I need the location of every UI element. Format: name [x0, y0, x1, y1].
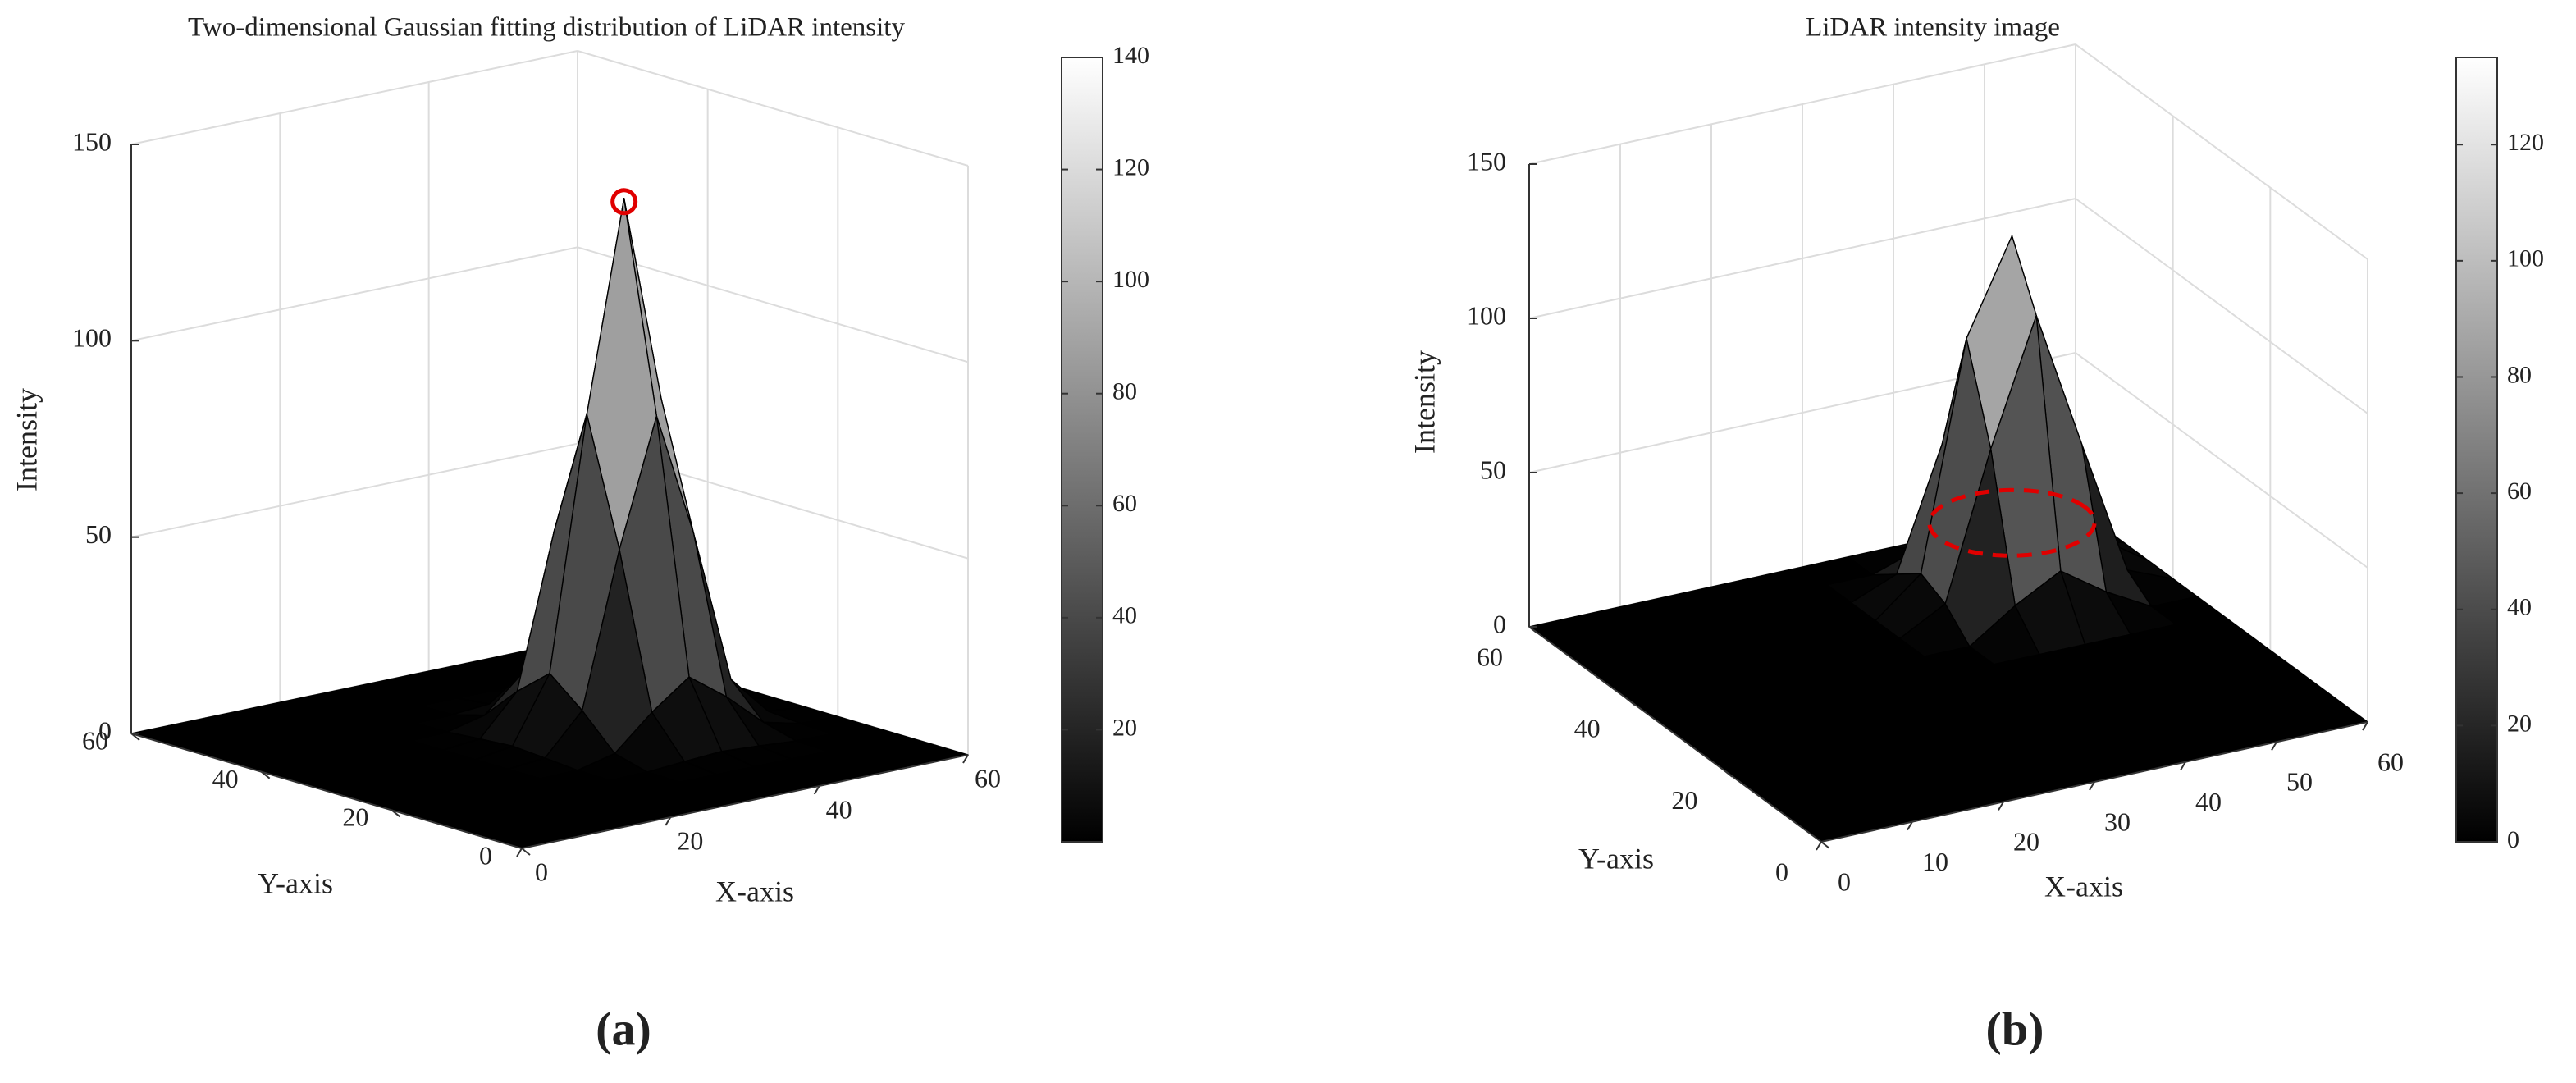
panel-label: (a)	[596, 1002, 651, 1055]
colorbar-tick-label: 120	[1112, 153, 1149, 180]
y-tick-label: 20	[1671, 785, 1697, 815]
grid-line	[2075, 352, 2368, 569]
colorbar-tick-label: 140	[1112, 42, 1149, 69]
x-axis-line	[521, 754, 969, 849]
z-tick-label: 150	[72, 126, 112, 156]
x-tick	[516, 848, 523, 857]
y-axis-line	[130, 733, 523, 849]
colorbar-tick-label: 0	[2507, 826, 2519, 853]
z-tick-label: 50	[1480, 455, 1506, 484]
peak-marker	[610, 188, 638, 216]
grid-line	[2075, 43, 2368, 260]
x-tick	[2271, 741, 2277, 751]
z-tick-label: 0	[1493, 609, 1506, 638]
chart-title: LiDAR intensity image	[1806, 13, 2060, 43]
colorbar-tick-label: 20	[2507, 710, 2532, 737]
x-tick-label: 10	[1922, 847, 1948, 876]
grid-line	[1528, 198, 2076, 319]
colorbar-tick-label: 120	[2507, 129, 2544, 156]
z-axis-label: Intensity	[10, 388, 43, 491]
x-tick	[2089, 781, 2095, 791]
x-tick	[1998, 801, 2004, 811]
z-tick-label: 50	[85, 519, 112, 549]
z-tick-label: 0	[98, 715, 112, 745]
x-tick	[813, 785, 820, 795]
x-tick-label: 20	[677, 825, 703, 855]
x-tick	[2180, 761, 2186, 771]
grid-line	[2075, 198, 2368, 414]
x-tick-label: 0	[535, 857, 548, 886]
y-tick-label: 0	[479, 840, 492, 870]
x-tick-label: 20	[2013, 827, 2039, 857]
x-tick	[1907, 821, 1913, 831]
x-axis-label: X-axis	[715, 875, 794, 907]
y-tick	[261, 770, 271, 779]
x-tick-label: 60	[975, 763, 1001, 793]
x-tick-label: 60	[2377, 747, 2404, 776]
x-tick	[2362, 721, 2368, 731]
x-tick-label: 0	[1838, 866, 1851, 896]
y-axis-label: Y-axis	[258, 866, 333, 899]
panel-label: (b)	[1986, 1002, 2044, 1055]
y-axis-label: Y-axis	[1578, 842, 1654, 875]
x-tick-label: 50	[2286, 767, 2313, 797]
y-tick	[1528, 626, 1538, 634]
y-tick-label: 40	[1574, 714, 1601, 743]
y-tick-label: 40	[212, 764, 239, 793]
colorbar-tick-label: 100	[1112, 266, 1149, 293]
colorbar-tick-label: 60	[1112, 490, 1137, 517]
y-tick	[1723, 769, 1733, 778]
y-tick-label: 20	[342, 802, 368, 832]
colorbar-tick-label: 40	[2507, 594, 2532, 621]
grid-line	[577, 246, 969, 363]
grid-line	[577, 50, 969, 167]
z-axis-label: Intensity	[1408, 350, 1441, 454]
x-tick-label: 30	[2104, 807, 2131, 836]
z-tick-label: 100	[72, 323, 112, 353]
grid-line	[130, 50, 578, 145]
x-tick	[1816, 841, 1822, 851]
colorbar	[1061, 57, 1103, 843]
y-tick	[521, 848, 531, 856]
y-tick	[1626, 697, 1636, 706]
grid-line	[130, 246, 578, 342]
y-tick	[1820, 841, 1830, 849]
colorbar-tick-label: 100	[2507, 245, 2544, 272]
y-tick-label: 0	[1775, 857, 1788, 886]
x-tick-label: 40	[2195, 787, 2222, 816]
y-tick	[391, 809, 400, 818]
colorbar-tick-label: 80	[2507, 361, 2532, 388]
colorbar-tick-label: 80	[1112, 378, 1137, 405]
y-axis-line	[1528, 626, 1822, 843]
z-tick-label: 100	[1467, 300, 1506, 330]
z-tick-label: 150	[1467, 146, 1506, 176]
y-tick-label: 60	[82, 725, 108, 755]
chart-title: Two-dimensional Gaussian fitting distrib…	[188, 13, 905, 43]
x-tick-label: 40	[826, 794, 852, 824]
x-tick	[962, 754, 969, 764]
y-tick-label: 60	[1477, 642, 1503, 671]
x-tick	[665, 816, 672, 826]
colorbar-tick-label: 20	[1112, 714, 1137, 741]
colorbar-tick-label: 40	[1112, 602, 1137, 629]
x-axis-label: X-axis	[2044, 870, 2123, 902]
grid-line	[130, 442, 578, 538]
y-tick	[130, 733, 140, 741]
colorbar	[2455, 57, 2498, 843]
colorbar-tick-label: 60	[2507, 478, 2532, 505]
grid-line	[1528, 43, 2076, 165]
